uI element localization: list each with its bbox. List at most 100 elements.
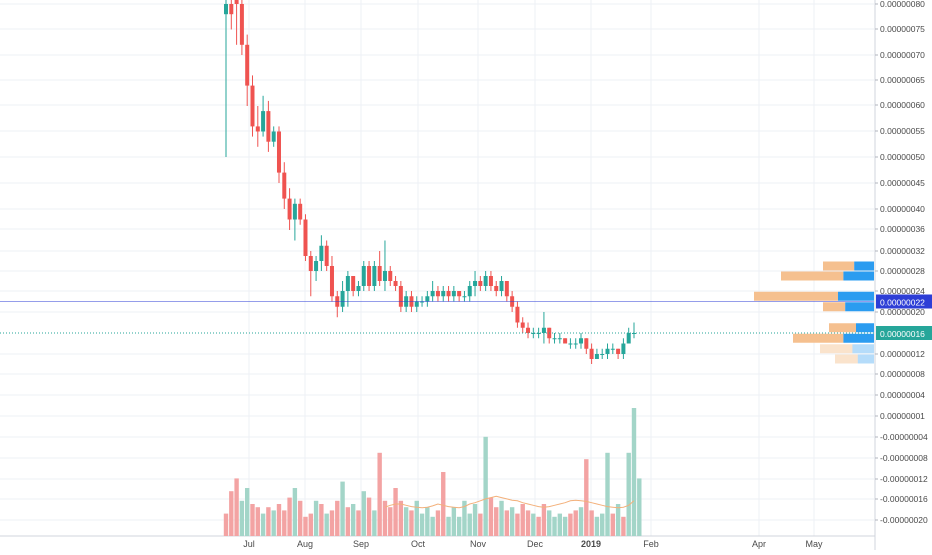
candle-body [292,203,297,220]
candle-body [255,126,260,132]
volume-bar [361,491,366,536]
candle-body [520,322,525,328]
price-tick-label: 0.00000060 [880,100,925,110]
candle-body [621,343,626,354]
price-label-text: 0.00000016 [880,329,925,339]
volume-profile-bar-down [820,344,853,354]
volume-bar [594,516,600,536]
candle-body [271,131,276,142]
candle-body [467,286,472,297]
candle-body [361,266,366,286]
volume-bar [388,507,393,536]
volume-bar [229,491,234,536]
candle-body [398,286,403,307]
candle-body [462,296,467,298]
volume-ma-line [384,495,635,509]
volume-bar [287,497,292,536]
volume-bars [223,408,642,536]
candle-body [319,245,324,261]
volume-profile-bar-up [852,344,874,354]
price-tick-label: -0.00000020 [880,515,928,525]
volume-bar [244,488,250,536]
candle-body [266,111,271,142]
price-tick-label: 0.00000028 [880,266,925,276]
candles [224,0,636,364]
price-label-badge [876,326,932,340]
volume-profile [754,261,874,364]
candle-body [579,338,584,344]
volume-bar [494,507,499,536]
candle-body [515,306,520,323]
volume-bar [552,516,557,536]
candle-body [340,291,345,307]
candle-body [616,348,621,354]
time-axis[interactable]: Jul Aug Sep Oct Nov Dec 2019 Feb Apr May [243,539,823,549]
volume-bar [403,507,409,536]
volume-bar [350,504,356,536]
volume-bar [488,497,494,536]
volume-profile-bar-up [843,333,874,343]
candle-body [414,301,419,307]
volume-bar [483,436,488,536]
candle-body [541,327,546,333]
price-tick-label: 0.00000070 [880,50,925,60]
volume-profile-bar-up [838,291,874,301]
volume-bar [382,500,388,536]
price-tick-label: 0.00000012 [880,349,925,359]
volume-bar [319,504,324,536]
candle-body [282,172,287,199]
volume-bar [584,459,589,536]
grid [0,0,876,550]
volume-bar [451,507,457,536]
volume-bar [525,510,531,536]
candle-body [457,291,462,297]
volume-bar [637,478,642,536]
candle-body [483,276,488,286]
time-tick-label: Dec [527,539,544,549]
volume-profile-bar-down [781,271,844,281]
candle-body [324,245,329,266]
volume-bar [472,504,478,536]
candle-body [584,338,589,349]
volume-bar [557,513,563,536]
candle-body [435,291,440,297]
volume-bar [504,510,510,536]
volume-bar [340,481,345,536]
candle-body [488,276,493,286]
candle-body [239,4,244,45]
volume-bar [324,513,329,536]
time-tick-label: Nov [470,539,487,549]
candle-body [499,281,504,291]
price-axis[interactable]: 0.00000080 0.00000075 0.00000070 0.00000065… [875,0,928,525]
volume-bar [621,516,626,536]
price-tick-label: 0.00000004 [880,390,925,400]
price-tick-label: 0.00000024 [880,286,925,296]
price-tick-label: -0.00000012 [880,474,928,484]
volume-bar [456,516,462,536]
price-tick-label: 0.00000020 [880,307,925,317]
candle-body [441,291,446,297]
volume-bar [425,507,430,536]
volume-profile-bar-up [845,302,874,312]
volume-bar [255,507,260,536]
volume-bar [266,507,271,536]
candle-body [356,286,361,291]
volume-bar [430,516,435,536]
time-tick-label: Apr [752,539,766,549]
volume-bar [276,504,282,536]
candle-body [478,281,483,286]
price-tick-label: -0.00000008 [880,453,928,463]
volume-bar [562,516,568,536]
volume-bar [398,500,404,536]
volume-bar [313,500,319,536]
volume-bar [234,478,239,536]
volume-bar [292,488,298,536]
candle-body [377,266,382,281]
volume-bar [509,507,515,536]
time-tick-label: Jul [243,539,255,549]
price-lines: 0.00000022 0.00000016 [0,294,932,340]
candle-body [234,0,239,4]
price-tick-label: 0.00000050 [880,152,925,162]
